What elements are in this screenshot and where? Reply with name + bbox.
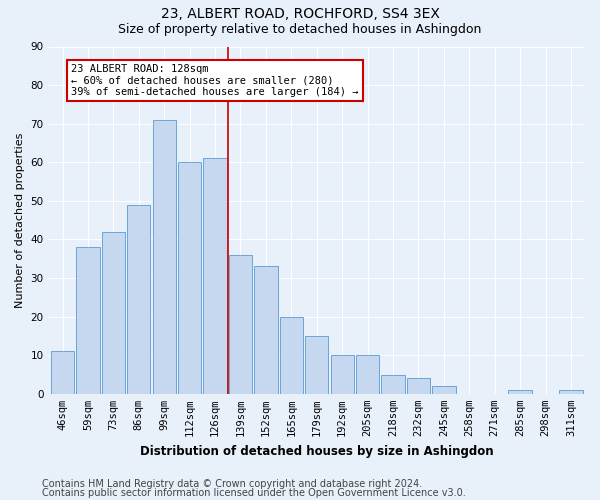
X-axis label: Distribution of detached houses by size in Ashingdon: Distribution of detached houses by size … (140, 444, 494, 458)
Y-axis label: Number of detached properties: Number of detached properties (15, 132, 25, 308)
Bar (76, 247, 100, 394)
Bar (178, 162, 202, 394)
Bar (559, 390, 583, 394)
Text: Contains HM Land Registry data © Crown copyright and database right 2024.: Contains HM Land Registry data © Crown c… (42, 479, 422, 489)
Bar (127, 204, 151, 394)
Bar (305, 336, 328, 394)
Bar (432, 386, 455, 394)
Bar (508, 390, 532, 394)
Text: Size of property relative to detached houses in Ashingdon: Size of property relative to detached ho… (118, 22, 482, 36)
Bar (331, 355, 354, 394)
Text: 23, ALBERT ROAD, ROCHFORD, SS4 3EX: 23, ALBERT ROAD, ROCHFORD, SS4 3EX (161, 8, 439, 22)
Bar (407, 378, 430, 394)
Bar (152, 120, 176, 394)
Text: 23 ALBERT ROAD: 128sqm
← 60% of detached houses are smaller (280)
39% of semi-de: 23 ALBERT ROAD: 128sqm ← 60% of detached… (71, 64, 359, 97)
Bar (254, 266, 278, 394)
Bar (280, 316, 303, 394)
Bar (203, 158, 227, 394)
Bar (229, 255, 252, 394)
Bar (101, 232, 125, 394)
Bar (382, 374, 405, 394)
Bar (356, 355, 379, 394)
Bar (51, 352, 74, 394)
Text: Contains public sector information licensed under the Open Government Licence v3: Contains public sector information licen… (42, 488, 466, 498)
